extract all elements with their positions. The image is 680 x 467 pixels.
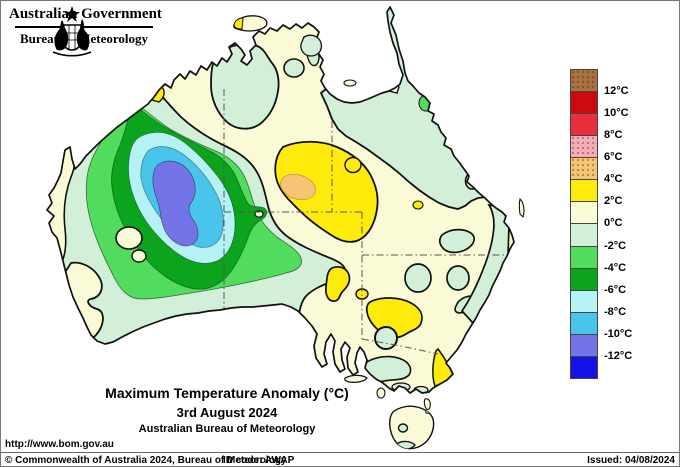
region-top-end-palegreen <box>210 43 280 130</box>
crest-star <box>64 6 80 22</box>
melville-island-yellow-tip <box>233 17 244 30</box>
map-date: 3rd August 2024 <box>176 405 278 420</box>
region-yellow-spot-qld-small <box>412 200 424 210</box>
map-org: Australian Bureau of Meteorology <box>138 423 316 435</box>
map-title: Maximum Temperature Anomaly (°C) <box>105 385 349 401</box>
region-sa-yellow-a <box>325 265 351 302</box>
region-central-orange-core <box>280 173 316 201</box>
kangaroo-island <box>344 374 368 383</box>
bom-url: http://www.bom.gov.au <box>5 439 114 450</box>
state-borders <box>223 89 505 355</box>
footer-divider <box>1 452 679 453</box>
region-nsw-coastal-strip <box>460 203 510 325</box>
tasmania-land <box>388 405 435 450</box>
masthead: Australian Government Bureau of Meteorol… <box>9 5 162 57</box>
government-title: Australian Government <box>9 6 162 22</box>
islands <box>233 15 525 411</box>
region-nsw-blob-2 <box>446 265 470 291</box>
region-cape-york-west-cream <box>371 16 400 94</box>
map-title-block: Maximum Temperature Anomaly (°C) 3rd Aug… <box>1 385 453 435</box>
crest-emu <box>76 19 90 51</box>
border-nsw-vic <box>361 338 439 355</box>
crest-scroll <box>52 51 92 57</box>
fraser-island <box>518 197 525 219</box>
king-island <box>376 387 386 399</box>
region-yellow-circle-ne <box>344 156 362 174</box>
mornington-island <box>343 79 357 87</box>
groote-eylandt <box>300 34 323 57</box>
region-cream-spot-1 <box>115 226 143 250</box>
crest-shield-grid <box>63 25 81 49</box>
region-wa-cold-core <box>152 160 199 247</box>
tasmania-ring-spot <box>397 423 409 433</box>
masthead-rule <box>15 26 153 28</box>
region-cream-spot-2 <box>131 249 147 263</box>
region-vic-palegreen-band <box>363 355 412 383</box>
coat-of-arms-icon <box>52 6 92 57</box>
issued-date-text: Issued: 04/08/2024 <box>587 455 675 466</box>
id-code-text: ID code: AWAP <box>223 455 295 466</box>
flinders-island <box>423 398 431 411</box>
mainland-coastline <box>46 6 515 394</box>
copyright-text: © Commonwealth of Australia 2024, Bureau… <box>5 455 287 466</box>
crest-kangaroo <box>54 20 69 51</box>
region-ringed-circle <box>374 326 398 350</box>
region-top-end-circle <box>283 58 305 78</box>
region-nsw-blob-1 <box>438 228 475 254</box>
region-nsw-blob-3 <box>404 263 432 293</box>
